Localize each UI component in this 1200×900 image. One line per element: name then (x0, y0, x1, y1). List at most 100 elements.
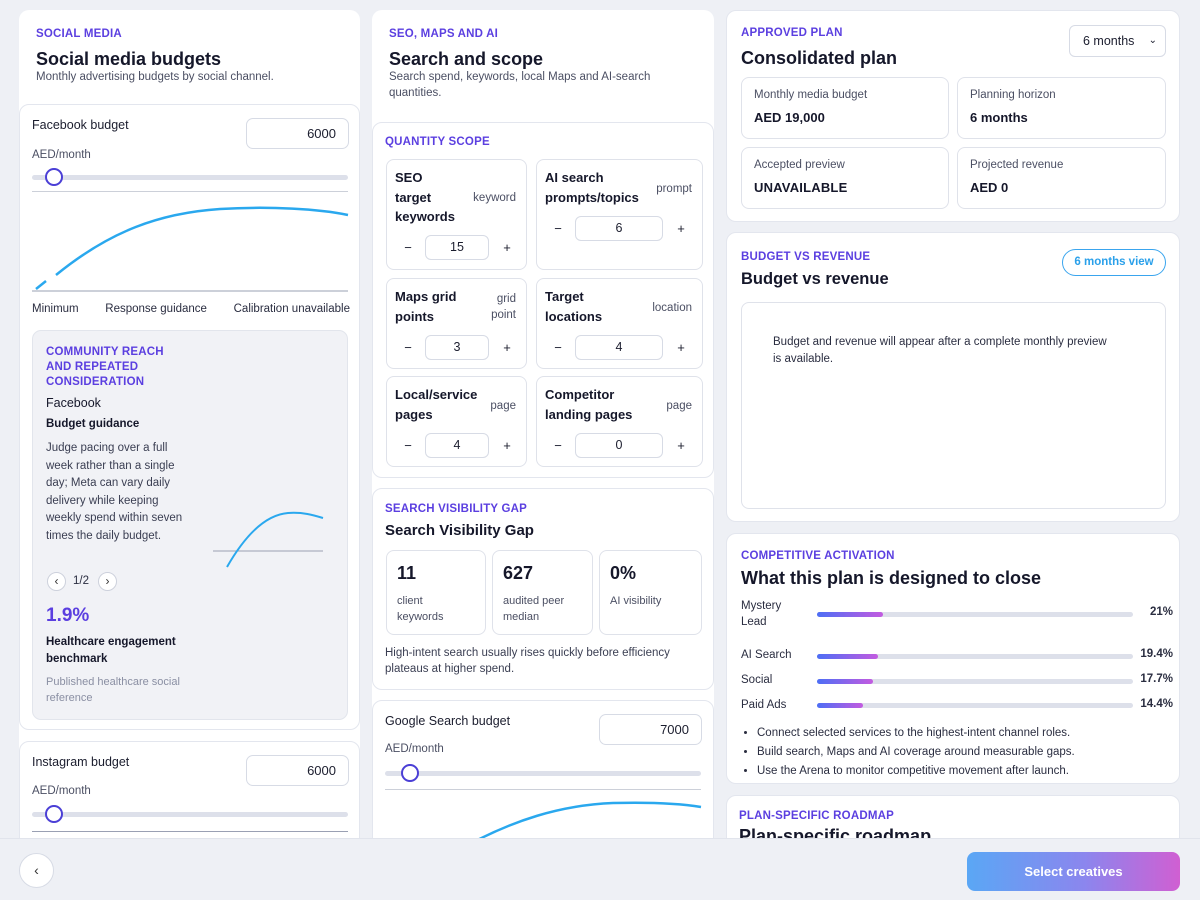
metric-value: UNAVAILABLE (754, 180, 848, 195)
facebook-budget-card: Facebook budget 6000 AED/month Minimum R… (19, 104, 360, 730)
quantity-increment-button[interactable]: + (503, 240, 511, 255)
google-budget-slider-track[interactable] (385, 771, 701, 776)
google-budget-slider-thumb[interactable] (401, 764, 420, 782)
quantity-competitor-pages: Competitor landing pages page − 0 + (536, 376, 703, 467)
quantity-increment-button[interactable]: + (677, 221, 685, 236)
quantity-ai-prompts: AI search prompts/topics prompt − 6 + (536, 159, 703, 270)
roadmap-title: Plan-specific roadmap (739, 826, 932, 838)
stat-value: 11 (397, 563, 417, 583)
select-creatives-button[interactable]: Select creatives (967, 852, 1180, 891)
metric-value: AED 0 (970, 180, 1009, 195)
bar-label: AI Search (741, 649, 792, 661)
facebook-budget-unit: AED/month (32, 149, 91, 161)
curve-legend: Minimum Response guidance Calibration un… (32, 303, 350, 315)
quantity-unit: grid point (491, 293, 516, 321)
facebook-budget-slider-track[interactable] (32, 175, 348, 180)
gap-stat-peer-median: 627 audited peer median (492, 550, 593, 635)
metric-label: Accepted preview (754, 159, 845, 171)
metric-label: Projected revenue (970, 159, 1064, 171)
quantity-value-input[interactable]: 6 (575, 216, 663, 241)
quantity-decrement-button[interactable]: − (554, 438, 562, 453)
gap-stat-ai-visibility: 0% AI visibility (599, 550, 702, 635)
bvr-empty-text: Budget and revenue will appear after a c… (773, 336, 1107, 365)
social-media-panel: SOCIAL MEDIA Social media budgets Monthl… (19, 10, 360, 838)
competitive-title: What this plan is designed to close (741, 568, 1042, 588)
quantity-name: Maps grid points (395, 289, 457, 324)
months-view-pill[interactable]: 6 months view (1062, 249, 1166, 276)
instagram-budget-slider-track[interactable] (32, 812, 348, 817)
bar-label: Social (741, 674, 773, 686)
instagram-budget-input[interactable]: 6000 (246, 755, 349, 786)
quantity-value-input[interactable]: 3 (425, 335, 489, 360)
quantity-value-input[interactable]: 4 (575, 335, 663, 360)
legend-minimum: Minimum (32, 303, 79, 315)
quantity-decrement-button[interactable]: − (554, 340, 562, 355)
search-visibility-gap-card: SEARCH VISIBILITY GAP Search Visibility … (372, 488, 714, 690)
legend-response-guidance: Response guidance (105, 303, 207, 315)
social-media-column: SOCIAL MEDIA Social media budgets Monthl… (19, 10, 360, 838)
plan-column: APPROVED PLAN Consolidated plan 6 months… (726, 10, 1180, 838)
google-budget-input[interactable]: 7000 (599, 714, 702, 745)
gap-title: Search Visibility Gap (385, 522, 534, 539)
gap-eyebrow: SEARCH VISIBILITY GAP (385, 503, 528, 515)
curve-minimum-segment (35, 280, 47, 290)
quantity-value-input[interactable]: 4 (425, 433, 489, 458)
metric-accepted-preview: Accepted preview UNAVAILABLE (741, 147, 949, 209)
facebook-budget-slider-thumb[interactable] (45, 168, 64, 186)
consolidated-plan-card: APPROVED PLAN Consolidated plan 6 months… (726, 10, 1180, 222)
quantity-increment-button[interactable]: + (677, 340, 685, 355)
quantity-unit: page (490, 400, 516, 412)
seo-column: SEO, MAPS AND AI Search and scope Search… (372, 10, 714, 838)
back-button[interactable]: ‹ (19, 853, 54, 888)
seo-subtitle: Search spend, keywords, local Maps and A… (389, 71, 651, 99)
facebook-budget-input[interactable]: 6000 (246, 118, 349, 149)
bvr-empty-state: Budget and revenue will appear after a c… (741, 302, 1166, 509)
quantity-name: SEO target keywords (395, 170, 455, 224)
legend-calibration: Calibration unavailable (233, 303, 350, 315)
quantity-increment-button[interactable]: + (503, 340, 511, 355)
quantity-decrement-button[interactable]: − (404, 438, 412, 453)
stat-value: 0% (610, 563, 637, 583)
quantity-value-input[interactable]: 0 (575, 433, 663, 458)
bar-label: Paid Ads (741, 699, 787, 711)
budget-vs-revenue-card: BUDGET VS REVENUE Budget vs revenue 6 mo… (726, 232, 1180, 522)
stat-value: 627 (503, 563, 534, 583)
google-budget-label: Google Search budget (385, 714, 511, 728)
plan-title: Consolidated plan (741, 48, 898, 68)
quantity-decrement-button[interactable]: − (554, 221, 562, 236)
guidance-pager: 1/2 (73, 575, 89, 587)
instagram-budget-label: Instagram budget (32, 755, 130, 769)
horizon-select-value: 6 months (1083, 34, 1135, 48)
quantity-increment-button[interactable]: + (677, 438, 685, 453)
horizon-select[interactable]: 6 months ⌄ (1069, 25, 1166, 57)
quantity-increment-button[interactable]: + (503, 438, 511, 453)
quantity-unit: prompt (656, 183, 692, 195)
footer-bar: ‹ Select creatives (0, 838, 1200, 900)
bar-track (817, 703, 1133, 708)
quantity-decrement-button[interactable]: − (404, 240, 412, 255)
seo-title: Search and scope (389, 49, 544, 69)
bar-fill-mystery-lead (817, 612, 884, 617)
guidance-channel: Facebook (46, 396, 101, 410)
guidance-next-button[interactable]: › (98, 572, 117, 591)
guidance-prev-button[interactable]: ‹ (47, 572, 66, 591)
curve-response-segment (55, 206, 349, 276)
quantity-name: Target locations (545, 289, 603, 324)
quantity-decrement-button[interactable]: − (404, 340, 412, 355)
google-budget-card: Google Search budget 7000 AED/month (372, 700, 714, 838)
google-budget-unit: AED/month (385, 743, 444, 755)
seo-eyebrow: SEO, MAPS AND AI (389, 28, 499, 40)
quantity-local-pages: Local/service pages page − 4 + (386, 376, 527, 467)
guidance-text: Judge pacing over a full week rather tha… (46, 442, 183, 542)
benchmark-source: Published healthcare social reference (46, 676, 180, 704)
instagram-budget-unit: AED/month (32, 785, 91, 797)
metric-label: Planning horizon (970, 89, 1056, 101)
bar-percentage: 21% (1149, 606, 1173, 618)
instagram-budget-slider-thumb[interactable] (45, 805, 64, 823)
competitive-eyebrow: COMPETITIVE ACTIVATION (741, 550, 895, 562)
guidance-eyebrow: COMMUNITY REACH AND REPEATED CONSIDERATI… (46, 346, 164, 388)
quantity-value-input[interactable]: 15 (425, 235, 489, 260)
competitive-bullets: Connect selected services to the highest… (757, 724, 1167, 781)
bar-fill-paid-ads (817, 703, 863, 708)
bvr-eyebrow: BUDGET VS REVENUE (741, 251, 871, 263)
